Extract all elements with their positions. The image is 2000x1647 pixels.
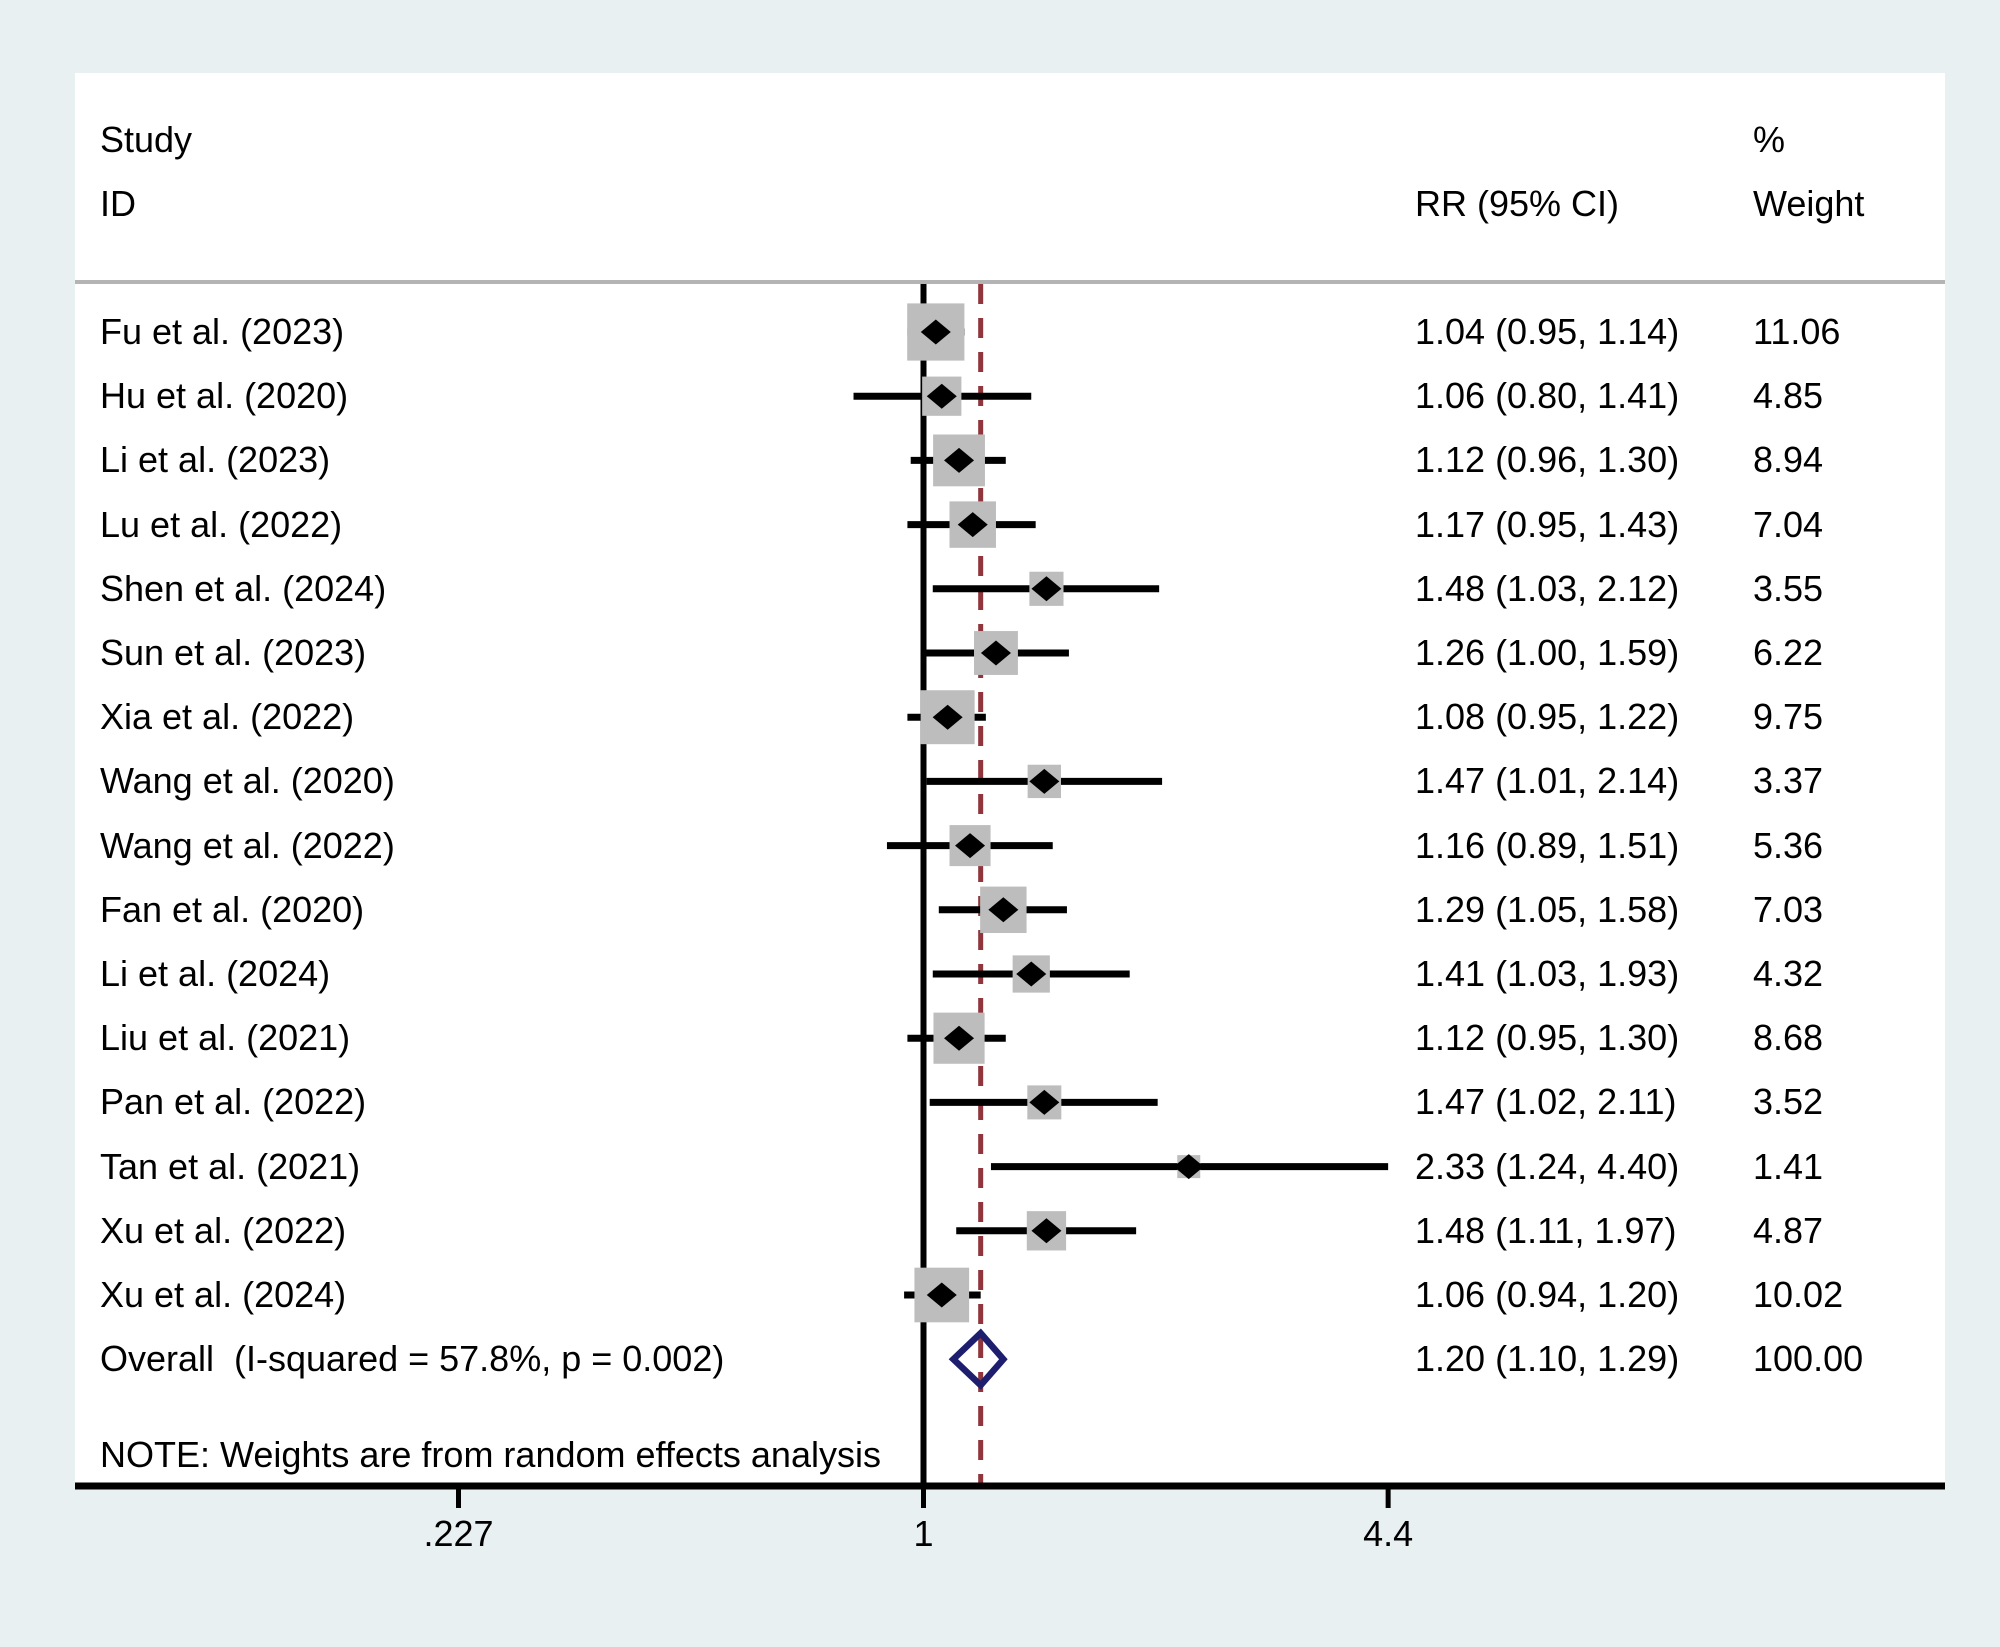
weight-value: 7.03 xyxy=(1753,888,1824,930)
weight-value: 8.94 xyxy=(1753,439,1824,481)
x-axis-tick-label: 4.4 xyxy=(1363,1513,1414,1554)
study-label: Pan et al. (2022) xyxy=(100,1081,367,1123)
rr-ci-value: 1.17 (0.95, 1.43) xyxy=(1415,503,1680,545)
column-header-study-line1: Study xyxy=(100,119,193,160)
rr-ci-value: 1.41 (1.03, 1.93) xyxy=(1415,953,1680,994)
study-label: Shen et al. (2024) xyxy=(100,567,387,609)
rr-ci-value: 1.16 (0.89, 1.51) xyxy=(1415,824,1680,866)
x-axis-tick-label: 1 xyxy=(913,1513,934,1554)
study-label: Liu et al. (2021) xyxy=(100,1017,351,1059)
weight-value: 3.37 xyxy=(1753,760,1824,802)
study-label: Xu et al. (2022) xyxy=(100,1209,347,1251)
column-header-rr-ci: RR (95% CI) xyxy=(1415,183,1620,224)
study-label: Hu et al. (2020) xyxy=(100,375,349,417)
overall-rr-ci-value: 1.20 (1.10, 1.29) xyxy=(1415,1338,1680,1380)
rr-ci-value: 1.48 (1.03, 2.12) xyxy=(1415,567,1680,609)
weight-value: 7.04 xyxy=(1753,503,1824,545)
study-label: Sun et al. (2023) xyxy=(100,632,367,673)
study-label: Wang et al. (2020) xyxy=(100,760,395,802)
x-axis-tick-label: .227 xyxy=(423,1513,494,1554)
rr-ci-value: 1.06 (0.94, 1.20) xyxy=(1415,1274,1680,1315)
study-label: Wang et al. (2022) xyxy=(100,824,395,866)
weight-value: 1.41 xyxy=(1753,1145,1824,1187)
weight-value: 4.85 xyxy=(1753,375,1824,417)
weight-value: 3.55 xyxy=(1753,567,1824,609)
study-label: Xu et al. (2024) xyxy=(100,1274,347,1315)
rr-ci-value: 1.29 (1.05, 1.58) xyxy=(1415,888,1680,930)
study-label: Lu et al. (2022) xyxy=(100,503,343,545)
study-label: Fan et al. (2020) xyxy=(100,888,365,930)
study-label: Li et al. (2023) xyxy=(100,439,331,481)
weight-value: 4.87 xyxy=(1753,1209,1824,1251)
rr-ci-value: 1.47 (1.01, 2.14) xyxy=(1415,760,1680,802)
weight-value: 8.68 xyxy=(1753,1017,1824,1059)
weight-value: 4.32 xyxy=(1753,953,1824,994)
study-label: Li et al. (2024) xyxy=(100,953,331,994)
random-effects-note: NOTE: Weights are from random effects an… xyxy=(100,1434,881,1475)
weight-value: 3.52 xyxy=(1753,1081,1824,1123)
rr-ci-value: 1.04 (0.95, 1.14) xyxy=(1415,311,1680,352)
rr-ci-value: 1.48 (1.11, 1.97) xyxy=(1415,1209,1677,1251)
rr-ci-value: 1.06 (0.80, 1.41) xyxy=(1415,375,1680,417)
column-header-weight-line1: % xyxy=(1753,119,1786,160)
rr-ci-value: 1.26 (1.00, 1.59) xyxy=(1415,632,1680,673)
rr-ci-value: 1.12 (0.95, 1.30) xyxy=(1415,1017,1680,1059)
column-header-weight-line2: Weight xyxy=(1753,183,1865,224)
weight-value: 9.75 xyxy=(1753,696,1824,738)
weight-value: 10.02 xyxy=(1753,1274,1844,1315)
rr-ci-value: 1.08 (0.95, 1.22) xyxy=(1415,696,1680,738)
overall-weight-value: 100.00 xyxy=(1753,1338,1864,1380)
weight-value: 5.36 xyxy=(1753,824,1824,866)
column-header-study-line2: ID xyxy=(100,183,136,224)
header-divider-line xyxy=(75,280,1945,284)
weight-value: 6.22 xyxy=(1753,632,1824,673)
weight-value: 11.06 xyxy=(1753,311,1841,352)
study-label: Fu et al. (2023) xyxy=(100,311,345,352)
study-label: Xia et al. (2022) xyxy=(100,696,355,738)
rr-ci-value: 1.47 (1.02, 2.11) xyxy=(1415,1081,1677,1123)
overall-label: Overall (I-squared = 57.8%, p = 0.002) xyxy=(100,1338,725,1380)
rr-ci-value: 2.33 (1.24, 4.40) xyxy=(1415,1145,1680,1187)
study-label: Tan et al. (2021) xyxy=(100,1145,361,1187)
rr-ci-value: 1.12 (0.96, 1.30) xyxy=(1415,439,1680,481)
